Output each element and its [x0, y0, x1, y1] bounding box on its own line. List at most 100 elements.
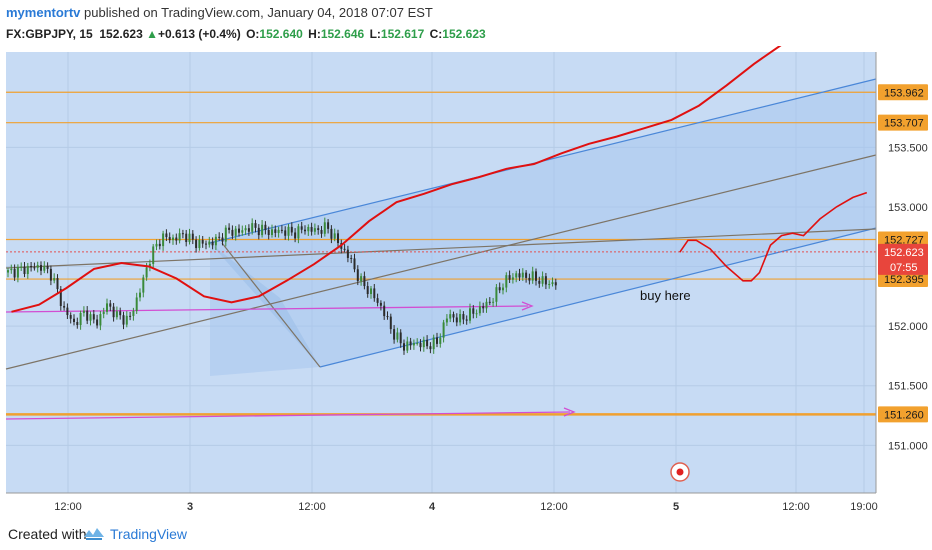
- candle-body: [168, 237, 171, 241]
- candle-body: [30, 265, 33, 268]
- candle-body: [551, 282, 554, 285]
- last-price: 152.623: [99, 27, 143, 41]
- price-level-label: 153.707: [884, 118, 924, 130]
- tradingview-brand-link[interactable]: TradingView: [110, 526, 188, 542]
- candle-body: [544, 276, 547, 285]
- candle-body: [152, 246, 155, 264]
- time-tick-label: 12:00: [298, 501, 326, 513]
- high-label: H:: [308, 27, 321, 41]
- candle-body: [482, 306, 485, 309]
- candle-body: [353, 258, 356, 270]
- candle-body: [452, 314, 455, 318]
- publish-info: mymentortv published on TradingView.com,…: [6, 4, 926, 22]
- candle-body: [409, 341, 412, 346]
- candle-body: [155, 243, 158, 247]
- candle-body: [10, 268, 13, 271]
- buy-here-annotation: buy here: [640, 288, 691, 303]
- candle-body: [234, 228, 237, 236]
- candle-body: [26, 265, 29, 275]
- record-icon[interactable]: [670, 462, 690, 482]
- candle-body: [287, 226, 290, 236]
- candle-body: [251, 223, 254, 232]
- countdown-label: 07:55: [890, 262, 918, 274]
- candle-body: [23, 266, 26, 275]
- time-tick-label: 3: [187, 501, 193, 513]
- candle-body: [449, 314, 452, 319]
- arrow-lower-head: [563, 407, 576, 417]
- close-label: C:: [429, 27, 443, 41]
- candle-body: [396, 332, 399, 340]
- candle-body: [148, 263, 151, 268]
- candle-body: [290, 226, 293, 233]
- up-arrow-icon: ▲: [146, 27, 158, 41]
- moving-average-line: [11, 46, 782, 313]
- candle-body: [531, 271, 534, 281]
- candle-body: [495, 287, 498, 302]
- candle-body: [436, 337, 438, 344]
- time-tick-label: 12:00: [540, 501, 568, 513]
- candle-body: [231, 229, 234, 236]
- candle-body: [244, 228, 247, 231]
- candle-body: [96, 319, 99, 326]
- candle-body: [102, 311, 105, 315]
- candle-body: [541, 276, 544, 284]
- candle-body: [40, 265, 42, 271]
- price-level-badge: [878, 271, 928, 288]
- candle-body: [462, 314, 465, 320]
- candle-body: [145, 267, 148, 278]
- candle-body: [43, 265, 46, 271]
- candle-body: [73, 318, 75, 323]
- tradingview-logo-icon[interactable]: [82, 523, 106, 545]
- arrow-upper-head: [521, 301, 534, 311]
- candle-body: [218, 236, 221, 238]
- candle-body: [528, 277, 531, 281]
- candle-body: [521, 272, 524, 278]
- candle-body: [366, 286, 369, 295]
- open-value: 152.640: [259, 27, 303, 41]
- candle-body: [247, 228, 250, 232]
- candle-body: [264, 224, 267, 231]
- candle-body: [49, 268, 52, 281]
- candle-body: [224, 227, 227, 242]
- candle-body: [300, 226, 303, 230]
- candle-body: [399, 332, 402, 344]
- candle-body: [508, 275, 511, 280]
- candle-body: [320, 229, 323, 234]
- candle-body: [297, 226, 300, 239]
- candle-body: [122, 315, 125, 325]
- candle-body: [33, 267, 36, 269]
- time-axis[interactable]: 12:00 3 12:00 4 12:00 5 12:00 19:00: [54, 501, 878, 513]
- price-tick-label: 152.000: [888, 321, 928, 333]
- price-axis[interactable]: 153.500153.000152.500152.000151.500151.0…: [878, 84, 928, 452]
- candle-body: [469, 308, 471, 321]
- trendline-drop: [221, 242, 321, 368]
- candle-body: [548, 284, 551, 286]
- price-level-badge: [878, 406, 928, 423]
- candle-body: [432, 337, 435, 350]
- candle-body: [86, 310, 89, 321]
- candle-body: [257, 227, 260, 236]
- candle-body: [445, 318, 448, 323]
- candle-body: [20, 266, 23, 268]
- candle-body: [254, 223, 257, 228]
- candle-body: [198, 239, 201, 249]
- time-tick-label: 12:00: [54, 501, 82, 513]
- time-tick-label: 4: [429, 501, 436, 513]
- candle-body: [59, 289, 62, 306]
- candle-body: [327, 222, 330, 229]
- candle-body: [363, 276, 366, 287]
- candle-body: [66, 307, 69, 316]
- author-link[interactable]: mymentortv: [6, 5, 81, 20]
- price-level-label: 152.727: [884, 234, 924, 246]
- price-tick-label: 153.000: [888, 202, 928, 214]
- candle-body: [554, 282, 557, 286]
- candle-body: [294, 232, 297, 239]
- candle-body: [455, 317, 458, 323]
- candle-body: [228, 227, 231, 230]
- price-chart[interactable]: buy here 153.500153.000152.500152.000151…: [0, 46, 932, 520]
- symbol-label[interactable]: FX:GBPJPY, 15: [6, 27, 93, 41]
- candle-body: [208, 241, 211, 245]
- candle-body: [63, 305, 66, 308]
- candle-body: [135, 297, 138, 311]
- price-level-badge: [878, 114, 928, 131]
